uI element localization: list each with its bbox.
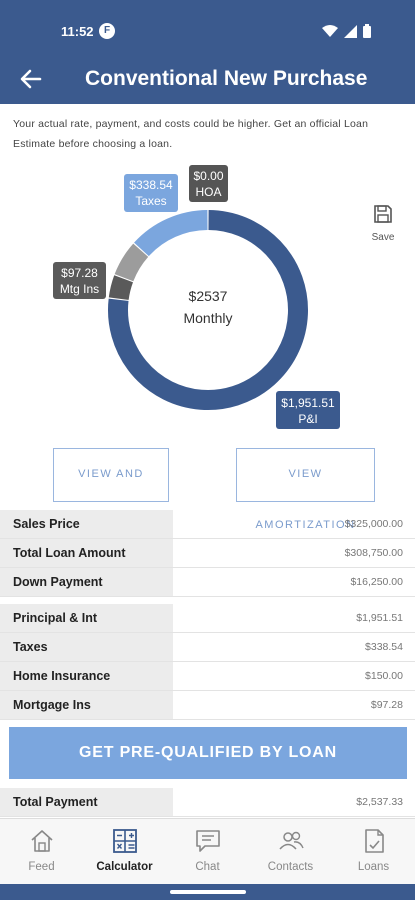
status-bar: 11:52 F bbox=[0, 0, 415, 62]
row-value-down-payment: $16,250.00 bbox=[350, 576, 403, 588]
nav-label-chat: Chat bbox=[195, 861, 220, 873]
chat-icon bbox=[195, 830, 220, 852]
disclaimer-text: Your actual rate, payment, and costs cou… bbox=[13, 118, 369, 150]
donut-slice-mtg-ins bbox=[108, 275, 134, 301]
nav-label-contacts: Contacts bbox=[267, 861, 314, 873]
nav-label-loans: Loans bbox=[357, 861, 390, 873]
status-icons bbox=[322, 24, 371, 38]
table-row: Mortgage Ins $97.28 bbox=[0, 691, 415, 720]
contacts-icon bbox=[278, 831, 304, 850]
save-label: Save bbox=[371, 232, 395, 243]
row-label-home-insurance: Home Insurance bbox=[0, 662, 173, 690]
home-icon bbox=[30, 830, 53, 852]
table-row: Down Payment $16,250.00 bbox=[0, 568, 415, 597]
row-value-mortgage-ins: $97.28 bbox=[370, 699, 403, 711]
nav-item-chat[interactable]: Chat bbox=[166, 827, 249, 873]
nav-item-feed[interactable]: Feed bbox=[0, 827, 83, 873]
donut-slice-taxes bbox=[134, 210, 208, 257]
bottom-navigation: Feed Calculator Chat Contacts bbox=[0, 818, 415, 884]
chart-center-label: Monthly bbox=[183, 310, 232, 326]
wifi-icon bbox=[322, 24, 338, 37]
row-value-total-loan-amount: $308,750.00 bbox=[344, 547, 403, 559]
nav-item-contacts[interactable]: Contacts bbox=[249, 827, 332, 873]
row-value-taxes: $338.54 bbox=[365, 641, 403, 653]
nav-item-loans[interactable]: Loans bbox=[332, 827, 415, 873]
callout-mtg-ins-value: $97.28 bbox=[61, 266, 98, 280]
table-row: Total Loan Amount $308,750.00 bbox=[0, 539, 415, 568]
row-value-total-payment: $2,537.33 bbox=[356, 796, 403, 808]
donut-slice-p-i bbox=[108, 210, 308, 410]
callout-hoa-value: $0.00 bbox=[193, 169, 223, 183]
row-label-sales-price: Sales Price bbox=[0, 510, 173, 538]
chart-center-value: $2537 bbox=[189, 288, 228, 304]
callout-taxes-label: Taxes bbox=[135, 194, 166, 208]
row-value-principal-int: $1,951.51 bbox=[356, 612, 403, 624]
row-label-total-payment: Total Payment bbox=[0, 788, 173, 816]
row-label-mortgage-ins: Mortgage Ins bbox=[0, 691, 173, 719]
donut-slice-home-insurance bbox=[114, 243, 149, 282]
callout-mtg-ins: $97.28 Mtg Ins bbox=[53, 262, 106, 299]
view-and-share-button[interactable]: VIEW AND SHARE bbox=[53, 448, 169, 531]
row-value-home-insurance: $150.00 bbox=[365, 670, 403, 682]
callout-pi-value: $1,951.51 bbox=[281, 396, 335, 410]
save-button[interactable]: Save bbox=[366, 204, 400, 243]
page-title: Conventional New Purchase bbox=[85, 67, 368, 90]
home-indicator bbox=[170, 890, 246, 894]
table-row: Sales Price $325,000.00 bbox=[0, 510, 415, 539]
row-label-taxes: Taxes bbox=[0, 633, 173, 661]
nav-label-feed: Feed bbox=[28, 861, 55, 873]
callout-pi-label: P&I bbox=[298, 412, 317, 426]
nav-item-calculator[interactable]: Calculator bbox=[83, 827, 166, 873]
callout-hoa-label: HOA bbox=[195, 185, 221, 199]
back-arrow-icon[interactable] bbox=[18, 66, 44, 92]
app-notification-icon: F bbox=[99, 23, 115, 39]
total-payment-row: Total Payment $2,537.33 bbox=[0, 788, 415, 817]
document-icon bbox=[364, 829, 384, 853]
row-label-principal-int: Principal & Int bbox=[0, 604, 173, 632]
row-value-sales-price: $325,000.00 bbox=[344, 518, 403, 530]
calculator-icon bbox=[112, 829, 137, 853]
nav-label-calculator: Calculator bbox=[96, 861, 153, 873]
battery-icon bbox=[363, 24, 371, 38]
view-amortization-button[interactable]: VIEW AMORTIZATION bbox=[236, 448, 375, 531]
callout-taxes-value: $338.54 bbox=[129, 178, 173, 192]
row-label-down-payment: Down Payment bbox=[0, 568, 173, 596]
get-pre-qualified-button[interactable]: GET PRE-QUALIFIED BY LOAN bbox=[9, 727, 407, 779]
table-row: Principal & Int $1,951.51 bbox=[0, 604, 415, 633]
callout-pi: $1,951.51 P&I bbox=[276, 391, 340, 429]
row-label-total-loan-amount: Total Loan Amount bbox=[0, 539, 173, 567]
table-row: Taxes $338.54 bbox=[0, 633, 415, 662]
table-row: Home Insurance $150.00 bbox=[0, 662, 415, 691]
app-bar: Conventional New Purchase bbox=[0, 62, 415, 104]
payment-donut-chart: $2537 Monthly $338.54 Taxes $0.00 HOA $9… bbox=[53, 165, 340, 429]
callout-hoa: $0.00 HOA bbox=[189, 165, 228, 202]
signal-icon bbox=[344, 24, 357, 38]
callout-taxes: $338.54 Taxes bbox=[124, 174, 178, 212]
donut-slices bbox=[108, 210, 308, 410]
status-time: 11:52 bbox=[61, 24, 94, 39]
gesture-bar bbox=[0, 884, 415, 900]
floppy-disk-icon bbox=[374, 205, 392, 223]
callout-mtg-ins-label: Mtg Ins bbox=[60, 282, 99, 296]
